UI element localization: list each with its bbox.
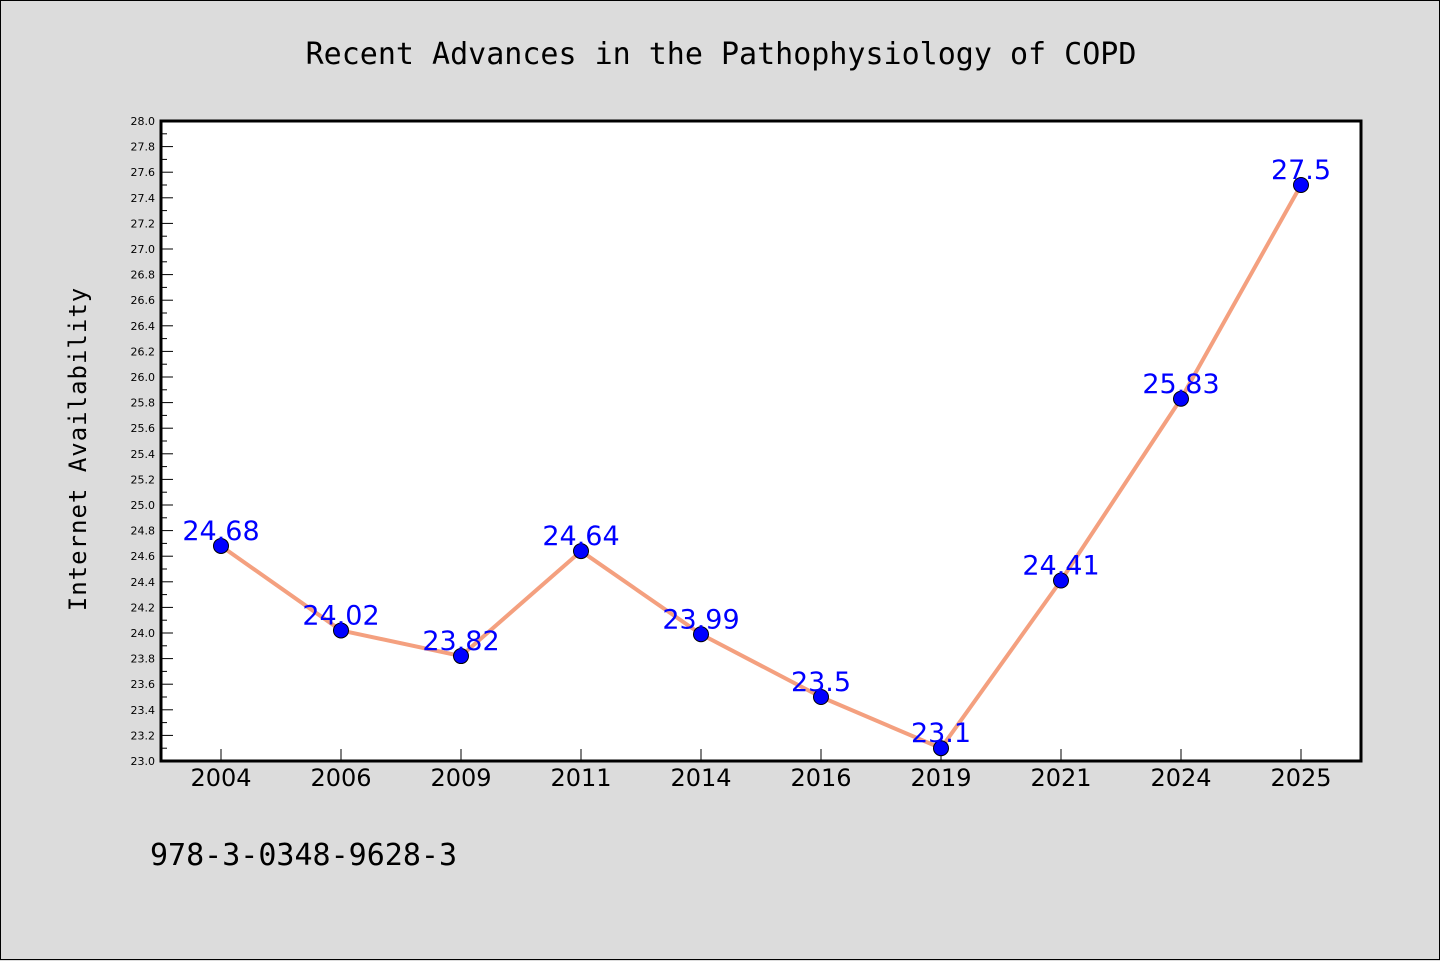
y-tick-label: 23.0 bbox=[131, 755, 156, 768]
plot-border bbox=[159, 119, 1363, 763]
y-tick-label: 25.6 bbox=[131, 422, 156, 435]
data-point bbox=[213, 537, 229, 554]
y-tick-label: 26.2 bbox=[131, 345, 156, 358]
data-point bbox=[333, 622, 349, 639]
y-tick-label: 24.0 bbox=[131, 627, 156, 640]
x-tick-label: 2025 bbox=[1270, 764, 1331, 792]
y-tick-label: 24.4 bbox=[131, 576, 156, 589]
y-tick-label: 27.4 bbox=[131, 192, 156, 205]
y-axis-ticks: 23.0 23.2 23.4 23.6 23.8 24.0 24.2 24.4 24.6 24.8… bbox=[131, 115, 173, 768]
y-tick-label: 23.4 bbox=[131, 704, 156, 717]
x-tick-label: 2011 bbox=[550, 764, 611, 792]
x-tick-label: 2021 bbox=[1030, 764, 1091, 792]
data-point bbox=[573, 543, 589, 560]
y-tick-label: 26.6 bbox=[131, 294, 156, 307]
x-tick-label: 2019 bbox=[910, 764, 971, 792]
data-label: 23.99 bbox=[662, 604, 739, 635]
series-layer: 24.68 24.02 23.82 24.64 23.99 23.5 23.1 24.41 25… bbox=[182, 155, 1331, 757]
y-tick-label: 24.2 bbox=[131, 601, 156, 614]
y-tick-label: 23.2 bbox=[131, 729, 156, 742]
data-point bbox=[453, 648, 469, 665]
y-tick-label: 27.8 bbox=[131, 141, 156, 154]
y-tick-label: 23.8 bbox=[131, 653, 156, 666]
plot-area bbox=[161, 121, 1361, 761]
y-tick-label: 28.0 bbox=[131, 115, 156, 128]
x-tick-label: 2016 bbox=[790, 764, 851, 792]
y-axis-label: Internet Availability bbox=[64, 287, 92, 611]
data-label: 25.83 bbox=[1142, 369, 1219, 400]
data-label: 23.82 bbox=[422, 626, 499, 657]
data-label: 24.68 bbox=[182, 516, 259, 547]
y-tick-label: 25.2 bbox=[131, 473, 156, 486]
data-point bbox=[1053, 572, 1069, 589]
x-tick-label: 2024 bbox=[1150, 764, 1211, 792]
chart-title: Recent Advances in the Pathophysiology o… bbox=[306, 37, 1137, 72]
footnote: 978-3-0348-9628-3 bbox=[150, 838, 457, 873]
data-point bbox=[933, 740, 949, 757]
x-tick-label: 2009 bbox=[430, 764, 491, 792]
data-label: 23.1 bbox=[911, 718, 971, 749]
data-label: 23.5 bbox=[791, 667, 851, 698]
y-tick-label: 23.6 bbox=[131, 678, 156, 691]
data-label: 24.64 bbox=[542, 521, 619, 552]
y-tick-label: 25.4 bbox=[131, 448, 156, 461]
y-tick-label: 27.6 bbox=[131, 166, 156, 179]
data-label: 24.02 bbox=[302, 600, 379, 631]
series-line bbox=[219, 184, 1303, 751]
data-label: 27.5 bbox=[1271, 155, 1331, 186]
y-tick-label: 27.2 bbox=[131, 217, 156, 230]
y-tick-label: 24.6 bbox=[131, 550, 156, 563]
y-tick-label: 25.0 bbox=[131, 499, 156, 512]
data-point bbox=[813, 689, 829, 705]
y-tick-label: 27.0 bbox=[131, 243, 156, 256]
data-label: 24.41 bbox=[1022, 551, 1099, 582]
y-tick-label: 26.4 bbox=[131, 320, 156, 333]
data-point bbox=[1173, 390, 1189, 407]
data-point bbox=[693, 626, 709, 643]
y-tick-label: 25.8 bbox=[131, 397, 156, 410]
x-tick-label: 2004 bbox=[190, 764, 251, 792]
x-tick-label: 2014 bbox=[670, 764, 731, 792]
data-point bbox=[1293, 177, 1309, 193]
x-tick-label: 2006 bbox=[310, 764, 371, 792]
y-tick-label: 26.0 bbox=[131, 371, 156, 384]
y-tick-label: 26.8 bbox=[131, 269, 156, 282]
x-axis-ticks: 2004 2006 2009 2011 2014 2016 2019 2021 2024 2025 bbox=[190, 749, 1332, 792]
y-tick-label: 24.8 bbox=[131, 525, 156, 538]
